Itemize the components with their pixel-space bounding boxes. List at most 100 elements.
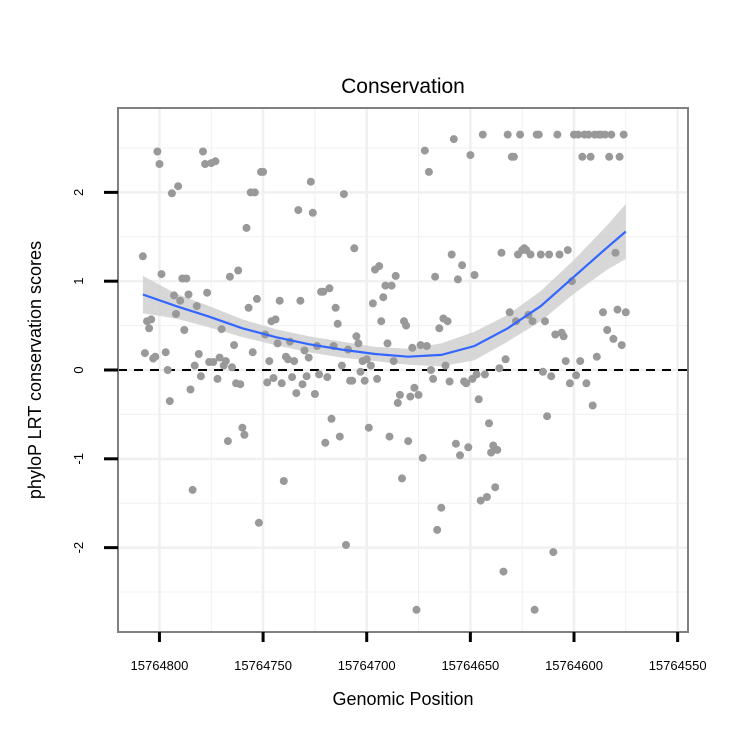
data-point bbox=[211, 157, 220, 166]
data-point bbox=[167, 189, 176, 198]
data-point bbox=[368, 299, 377, 308]
data-point bbox=[611, 248, 620, 257]
data-point bbox=[422, 342, 431, 350]
data-point bbox=[601, 130, 610, 139]
data-point bbox=[505, 308, 514, 317]
data-point bbox=[393, 398, 402, 407]
data-point bbox=[572, 371, 581, 380]
data-point bbox=[418, 453, 427, 462]
x-tick-label: 15764600 bbox=[545, 658, 603, 673]
x-tick-label: 15764750 bbox=[234, 658, 292, 673]
data-point bbox=[161, 348, 170, 357]
data-point bbox=[495, 364, 504, 373]
data-point bbox=[441, 361, 450, 370]
data-point bbox=[551, 330, 560, 339]
data-point bbox=[462, 379, 471, 388]
data-point bbox=[319, 287, 328, 296]
data-point bbox=[337, 361, 346, 370]
x-axis-label: Genomic Position bbox=[332, 689, 473, 709]
data-point bbox=[474, 395, 483, 404]
data-point bbox=[271, 315, 280, 324]
data-point bbox=[586, 152, 595, 161]
data-point bbox=[613, 305, 622, 314]
data-point bbox=[259, 167, 268, 176]
data-point bbox=[398, 474, 406, 483]
data-point bbox=[203, 288, 212, 297]
data-point bbox=[373, 374, 382, 383]
data-point bbox=[607, 130, 616, 139]
data-point bbox=[244, 303, 253, 312]
data-point bbox=[221, 357, 230, 366]
data-point bbox=[541, 317, 549, 326]
data-point bbox=[435, 324, 444, 333]
y-tick-label: 1 bbox=[71, 278, 86, 285]
data-point bbox=[248, 348, 257, 357]
data-point bbox=[559, 332, 568, 341]
y-axis-label: phyloP LRT conservation scores bbox=[25, 241, 45, 499]
data-point bbox=[447, 250, 456, 259]
data-point bbox=[288, 373, 297, 382]
y-tick-label: -1 bbox=[71, 453, 86, 465]
x-tick-label: 15764650 bbox=[441, 658, 499, 673]
data-point bbox=[236, 380, 245, 389]
data-point bbox=[437, 503, 446, 512]
data-point bbox=[545, 250, 554, 259]
data-point bbox=[443, 317, 452, 326]
data-point bbox=[213, 374, 222, 383]
data-point bbox=[383, 339, 392, 348]
data-point bbox=[389, 357, 398, 366]
data-point bbox=[491, 483, 500, 492]
data-point bbox=[427, 366, 435, 374]
data-point bbox=[225, 272, 234, 281]
data-point bbox=[138, 252, 147, 261]
data-point bbox=[464, 443, 473, 452]
data-point bbox=[584, 130, 593, 139]
data-point bbox=[352, 332, 361, 341]
x-tick-label: 15764800 bbox=[131, 658, 189, 673]
data-point bbox=[331, 303, 340, 312]
data-point bbox=[617, 341, 626, 350]
data-point bbox=[503, 130, 512, 139]
data-point bbox=[576, 357, 585, 366]
data-point bbox=[530, 605, 539, 614]
data-point bbox=[350, 244, 359, 253]
data-point bbox=[470, 271, 479, 279]
data-point bbox=[387, 281, 396, 290]
data-point bbox=[151, 352, 160, 361]
data-point bbox=[536, 250, 545, 259]
data-point bbox=[377, 317, 386, 326]
smooth-line bbox=[142, 230, 627, 358]
data-point bbox=[543, 412, 552, 421]
data-point bbox=[339, 190, 348, 199]
data-point bbox=[306, 177, 315, 186]
data-point bbox=[478, 130, 487, 139]
data-point bbox=[265, 357, 274, 366]
data-point bbox=[194, 350, 203, 358]
data-point bbox=[180, 326, 189, 334]
data-point bbox=[476, 496, 485, 505]
data-point bbox=[458, 261, 467, 270]
data-point bbox=[599, 308, 607, 317]
data-point bbox=[254, 518, 263, 527]
x-tick-label: 15764550 bbox=[649, 658, 707, 673]
data-point bbox=[563, 246, 572, 255]
data-point bbox=[429, 374, 438, 383]
data-point bbox=[480, 370, 489, 379]
data-point bbox=[310, 390, 319, 398]
data-point bbox=[466, 151, 475, 160]
data-point bbox=[526, 250, 535, 259]
data-point bbox=[186, 385, 195, 394]
data-point bbox=[277, 379, 286, 388]
data-point bbox=[391, 271, 400, 280]
x-tick-label: 15764700 bbox=[338, 658, 396, 673]
data-point bbox=[172, 310, 180, 318]
data-point bbox=[176, 296, 185, 305]
data-point bbox=[209, 358, 218, 366]
data-points bbox=[138, 130, 630, 614]
data-point bbox=[242, 223, 251, 232]
data-point bbox=[497, 248, 506, 257]
data-point bbox=[615, 152, 624, 161]
y-tick-label: -2 bbox=[71, 542, 86, 554]
y-tick-label: 0 bbox=[71, 366, 86, 373]
data-point bbox=[269, 374, 278, 382]
